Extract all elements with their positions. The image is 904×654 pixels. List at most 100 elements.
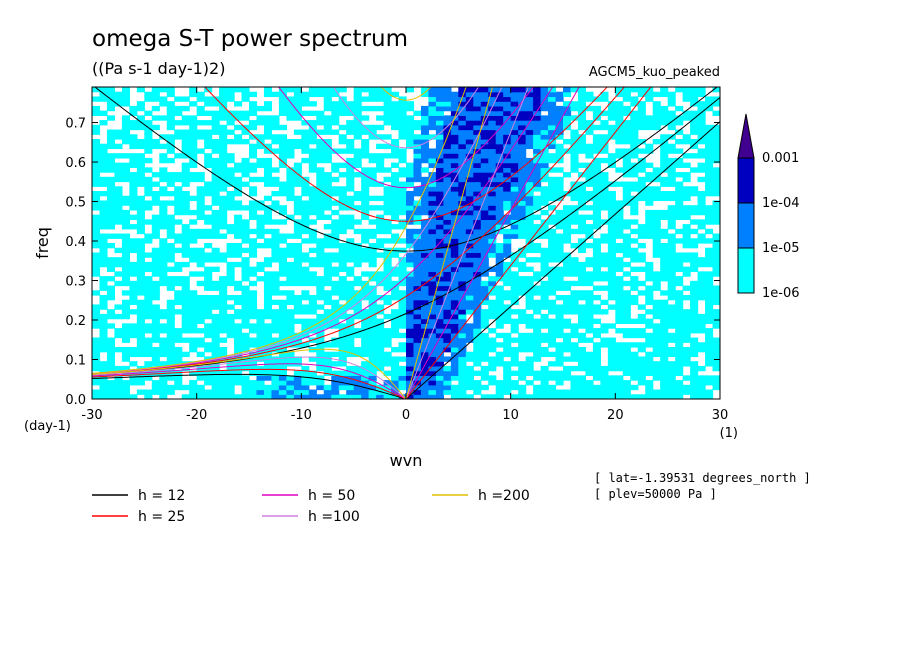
heatmap-cell [518,347,527,353]
heatmap-cell [308,389,317,395]
heatmap-cell [465,271,474,277]
heatmap-cell [226,96,235,102]
heatmap-cell [510,290,519,296]
heatmap-cell [144,134,153,140]
heatmap-cell [211,124,220,131]
heatmap-cell [465,162,474,168]
heatmap-cell [630,134,639,140]
heatmap-cell [219,233,228,239]
heatmap-cell [159,313,168,320]
heatmap-cell [682,351,691,358]
heatmap-cell [480,115,489,121]
heatmap-cell [675,356,684,362]
heatmap-cell [174,309,183,315]
heatmap-cell [196,148,205,154]
heatmap-cell [577,356,587,362]
heatmap-cell [600,96,609,102]
heatmap-cell [249,148,258,154]
heatmap-cell [443,384,452,391]
heatmap-cell [301,129,310,135]
heatmap-cell [435,252,444,258]
heatmap-cell [121,124,130,131]
heatmap-cell [488,219,497,225]
heatmap-cell [465,120,474,126]
heatmap-cell [204,243,213,249]
heatmap-cell [652,238,661,244]
heatmap-cell [219,172,228,178]
heatmap-cell [510,328,519,334]
heatmap-cell [338,134,347,140]
heatmap-cell [503,181,512,187]
heatmap-cell [615,91,624,98]
heatmap-cell [211,394,220,399]
heatmap-cell [106,389,116,395]
heatmap-cell [413,257,422,263]
heatmap-cell [622,153,631,159]
heatmap-cell [391,266,400,272]
heatmap-cell [540,162,549,168]
heatmap-cell [234,200,243,206]
heatmap-cell [323,129,332,135]
heatmap-cell [652,214,661,220]
heatmap-cell [518,228,527,235]
heatmap-cell [682,110,691,116]
heatmap-cell [577,389,587,395]
heatmap-cell [682,328,691,334]
heatmap-cell [331,209,340,216]
heatmap-cell [271,323,280,329]
heatmap-cell [338,243,347,249]
kelvin-curve [405,87,529,399]
heatmap-cell [465,323,474,329]
heatmap-cell [480,200,489,206]
heatmap-cell [129,134,138,140]
heatmap-cell [488,337,497,343]
heatmap-cell [637,233,646,239]
heatmap-cell [525,356,534,362]
heatmap-cell [308,195,317,202]
heatmap-cell [406,323,415,329]
heatmap-cell [278,351,287,358]
heatmap-cell [234,328,243,334]
heatmap-cell [555,271,564,277]
heatmap-cell [316,394,325,399]
heatmap-cell [690,266,699,272]
heatmap-cell [99,243,108,249]
heatmap-cell [368,257,377,263]
heatmap-cell [174,209,183,216]
heatmap-cell [166,299,175,306]
heatmap-cell [548,191,557,197]
heatmap-cell [705,257,714,263]
heatmap-cell [660,143,669,150]
heatmap-cell [555,134,564,140]
heatmap-cell [615,200,624,206]
heatmap-cell [241,233,250,239]
heatmap-cell [159,342,168,348]
heatmap-cell [361,167,370,173]
heatmap-cell [533,101,542,107]
heatmap-cell [338,347,347,353]
heatmap-cell [697,328,706,334]
heatmap-cell [92,351,101,358]
heatmap-cell [316,356,325,362]
heatmap-cell [249,209,258,216]
heatmap-cell [151,290,160,296]
heatmap-cell [323,361,332,367]
heatmap-cell [376,332,385,339]
heatmap-cell [488,195,497,202]
heatmap-cell [570,243,579,249]
heatmap-cell [151,91,160,98]
heatmap-cell [630,167,639,173]
heatmap-cell [174,332,183,339]
heatmap-cell [226,328,235,334]
heatmap-cell [286,271,295,277]
heatmap-cell [413,280,422,287]
heatmap-cell [293,181,302,187]
heatmap-cell [637,148,646,154]
heatmap-cell [278,323,287,329]
heatmap-cell [241,290,250,296]
heatmap-cell [690,110,699,116]
heatmap-cell [181,129,190,135]
heatmap-cell [338,205,347,211]
heatmap-cell [241,342,250,348]
heatmap-cell [540,285,549,291]
